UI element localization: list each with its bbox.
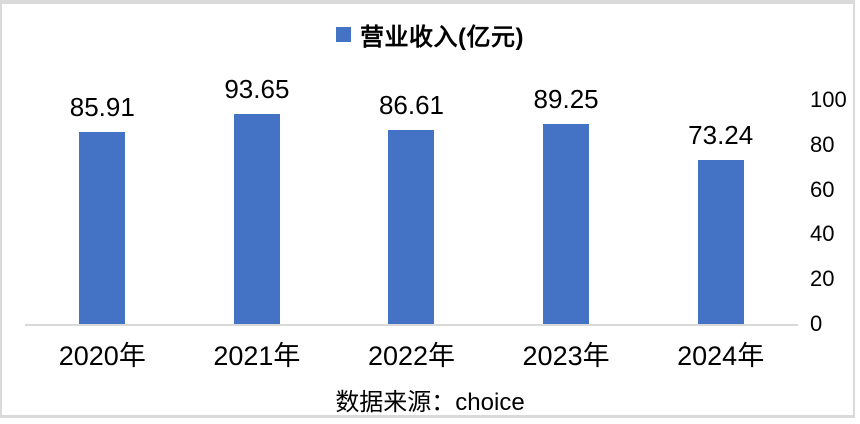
y-axis-tick-label: 60 — [810, 176, 835, 202]
corner-artifact — [0, 0, 3, 3]
legend-label: 营业收入(亿元) — [360, 23, 524, 51]
x-axis-label: 2023年 — [522, 341, 610, 371]
y-axis-tick-label: 0 — [810, 311, 823, 336]
legend-marker-icon — [336, 26, 351, 42]
bar-value-label: 73.24 — [688, 119, 754, 150]
bar-value-label: 85.91 — [69, 91, 135, 122]
bar-value-label: 86.61 — [378, 90, 445, 120]
x-axis-label: 2024年 — [677, 341, 765, 371]
x-axis: 2020年 2021年 2022年 2023年 2024年 — [25, 334, 798, 373]
y-axis-tick-label: 100 — [810, 87, 847, 112]
y-axis-tick-label: 20 — [810, 266, 835, 292]
bar-group: 85.91 — [25, 94, 180, 324]
bar-group: 73.24 — [643, 100, 798, 324]
bar — [543, 124, 590, 324]
bar-value-label: 93.65 — [224, 74, 290, 105]
bar — [697, 159, 744, 324]
source-note: 数据来源：choice — [335, 389, 525, 416]
bar — [233, 114, 280, 324]
x-axis-label: 2020年 — [58, 341, 146, 371]
bar-group: 93.65 — [180, 76, 335, 324]
y-axis-tick-label: 40 — [810, 221, 835, 247]
bar-value-label: 89.25 — [533, 84, 599, 115]
bar — [79, 131, 126, 324]
plot-area: 85.91 93.65 86.61 89.25 73.24 — [25, 76, 798, 326]
bar-group: 86.61 — [334, 92, 489, 324]
y-axis: 0 20 40 60 80 100 — [810, 87, 858, 336]
legend: 营业收入(亿元) — [0, 16, 860, 52]
x-axis-label: 2021年 — [213, 341, 301, 371]
x-axis-label: 2022年 — [367, 341, 456, 371]
bar-group: 89.25 — [489, 86, 644, 324]
bar — [388, 130, 435, 324]
y-axis-tick-label: 80 — [810, 131, 835, 157]
